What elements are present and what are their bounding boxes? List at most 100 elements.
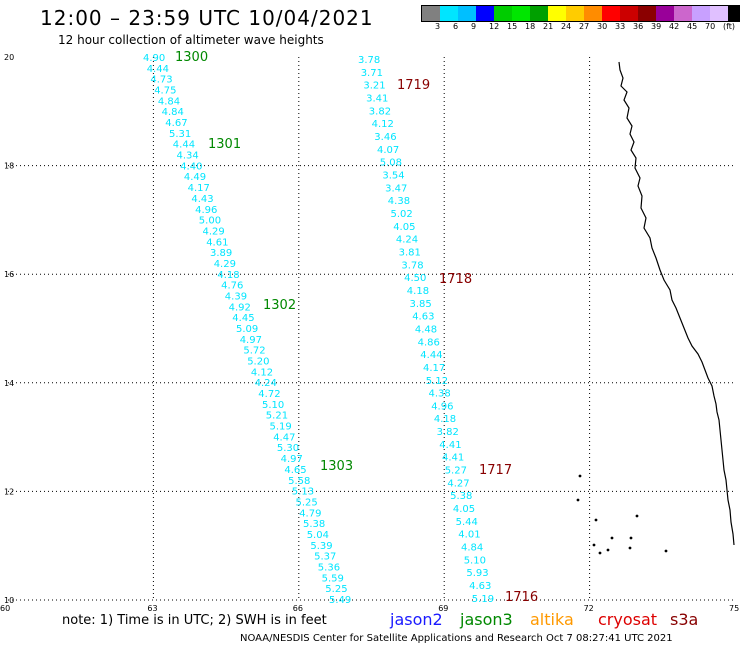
x-tick-label: 63 <box>147 604 157 613</box>
swh-value-left-track: 4.75 <box>154 86 176 97</box>
swh-value-left-track: 5.00 <box>199 216 221 227</box>
legend-label: 18 <box>525 22 536 31</box>
cryosat-time-label: 1716 <box>505 590 538 605</box>
swh-value-left-track: 4.18 <box>217 270 239 281</box>
swh-value-right-track: 3.81 <box>399 247 421 258</box>
cryosat-time-label: 1718 <box>439 272 472 287</box>
y-tick-label: 14 <box>4 379 14 388</box>
island <box>578 474 582 478</box>
swh-value-left-track: 5.72 <box>243 346 265 357</box>
jason3-time-label: 1300 <box>175 50 208 65</box>
swh-value-right-track: 4.27 <box>447 478 469 489</box>
swh-value-left-track: 5.10 <box>262 400 284 411</box>
y-tick-label: 18 <box>4 162 14 171</box>
swh-value-left-track: 4.29 <box>203 226 225 237</box>
legend-swatch <box>566 6 584 21</box>
satellite-name-s3a: s3a <box>670 610 699 629</box>
swh-value-left-track: 4.47 <box>273 432 295 443</box>
swh-value-left-track: 5.59 <box>322 573 344 584</box>
swh-value-left-track: 4.29 <box>214 259 236 270</box>
legend-swatch <box>476 6 494 21</box>
swh-value-right-track: 5.12 <box>426 376 448 387</box>
swh-value-right-track: 4.41 <box>442 453 464 464</box>
swh-value-left-track: 5.20 <box>247 357 269 368</box>
cryosat-time-label: 1717 <box>479 463 512 478</box>
swh-value-right-track: 4.18 <box>434 414 456 425</box>
swh-value-right-track: 3.41 <box>366 94 388 105</box>
legend-label: 3 <box>435 22 441 31</box>
swh-value-left-track: 4.97 <box>281 454 303 465</box>
swh-value-right-track: 4.12 <box>372 119 394 130</box>
swh-value-left-track: 4.67 <box>165 118 187 129</box>
swh-value-left-track: 4.17 <box>188 183 210 194</box>
swh-value-right-track: 3.21 <box>363 81 385 92</box>
swh-value-left-track: 4.45 <box>232 313 254 324</box>
swh-value-left-track: 5.31 <box>169 129 191 140</box>
swh-value-left-track: 5.37 <box>314 552 336 563</box>
legend-label: 21 <box>543 22 554 31</box>
legend-label: 33 <box>615 22 626 31</box>
swh-value-right-track: 4.86 <box>418 337 440 348</box>
island <box>606 548 610 552</box>
legend-label: 12 <box>489 22 500 31</box>
y-tick-label: 12 <box>4 487 14 496</box>
swh-value-left-track: 5.25 <box>296 497 318 508</box>
legend-swatch <box>728 6 740 21</box>
satellite-name-cryosat: cryosat <box>598 610 658 629</box>
legend-swatch <box>638 6 656 21</box>
swh-value-left-track: 5.38 <box>303 519 325 530</box>
jason3-time-label: 1303 <box>320 459 353 474</box>
swh-value-right-track: 3.71 <box>361 68 383 79</box>
swh-value-left-track: 5.19 <box>270 422 292 433</box>
swh-value-left-track: 5.04 <box>307 530 329 541</box>
swh-value-right-track: 5.44 <box>456 517 478 528</box>
y-tick-label: 10 <box>4 596 14 605</box>
map-subtitle: 12 hour collection of altimeter wave hei… <box>58 33 324 47</box>
y-tick-label: 16 <box>4 270 14 279</box>
satellite-name-jason3: jason3 <box>460 610 513 629</box>
legend-swatch <box>530 6 548 21</box>
swh-value-left-track: 5.36 <box>318 563 340 574</box>
jason3-time-label: 1302 <box>263 298 296 313</box>
swh-value-left-track: 4.65 <box>284 465 306 476</box>
legend-swatch <box>692 6 710 21</box>
swh-value-left-track: 4.24 <box>255 378 277 389</box>
swh-value-left-track: 5.49 <box>329 595 351 606</box>
swh-value-right-track: 5.27 <box>445 466 467 477</box>
coastline <box>618 61 735 546</box>
swh-value-right-track: 4.38 <box>429 389 451 400</box>
swh-value-right-track: 3.78 <box>358 55 380 66</box>
swh-value-left-track: 4.39 <box>225 292 247 303</box>
satellite-name-jason2: jason2 <box>390 610 443 629</box>
swh-value-left-track: 3.89 <box>210 248 232 259</box>
legend-label: 27 <box>579 22 590 31</box>
swh-value-right-track: 4.38 <box>388 196 410 207</box>
island <box>576 498 580 502</box>
swh-value-right-track: 4.18 <box>407 286 429 297</box>
swh-value-left-track: 4.34 <box>177 151 199 162</box>
legend-label: 39 <box>651 22 662 31</box>
swh-value-left-track: 5.13 <box>292 487 314 498</box>
legend-swatch <box>584 6 602 21</box>
swh-value-left-track: 5.21 <box>266 411 288 422</box>
swh-value-left-track: 4.49 <box>184 172 206 183</box>
legend-swatch <box>602 6 620 21</box>
swh-value-right-track: 3.46 <box>374 132 396 143</box>
swh-value-right-track: 4.24 <box>396 235 418 246</box>
legend-swatch <box>656 6 674 21</box>
map-title: 12:00 – 23:59 UTC 10/04/2021 <box>40 6 374 30</box>
legend-label: 9 <box>471 22 477 31</box>
swh-value-right-track: 4.01 <box>458 530 480 541</box>
swh-value-left-track: 4.92 <box>229 302 251 313</box>
swh-value-right-track: 4.96 <box>431 401 453 412</box>
swh-value-left-track: 4.84 <box>158 96 180 107</box>
color-scale-labels: 3 6 9 12 15 18 21 24 27 30 33 36 39 42 45 70 (ft) <box>421 22 740 32</box>
legend-label: 36 <box>633 22 644 31</box>
swh-value-right-track: 3.85 <box>410 299 432 310</box>
swh-value-left-track: 4.72 <box>258 389 280 400</box>
swh-value-left-track: 4.44 <box>173 140 195 151</box>
satellite-name-altika: altika <box>530 610 574 629</box>
swh-value-right-track: 4.07 <box>377 145 399 156</box>
swh-value-left-track: 5.30 <box>277 443 299 454</box>
